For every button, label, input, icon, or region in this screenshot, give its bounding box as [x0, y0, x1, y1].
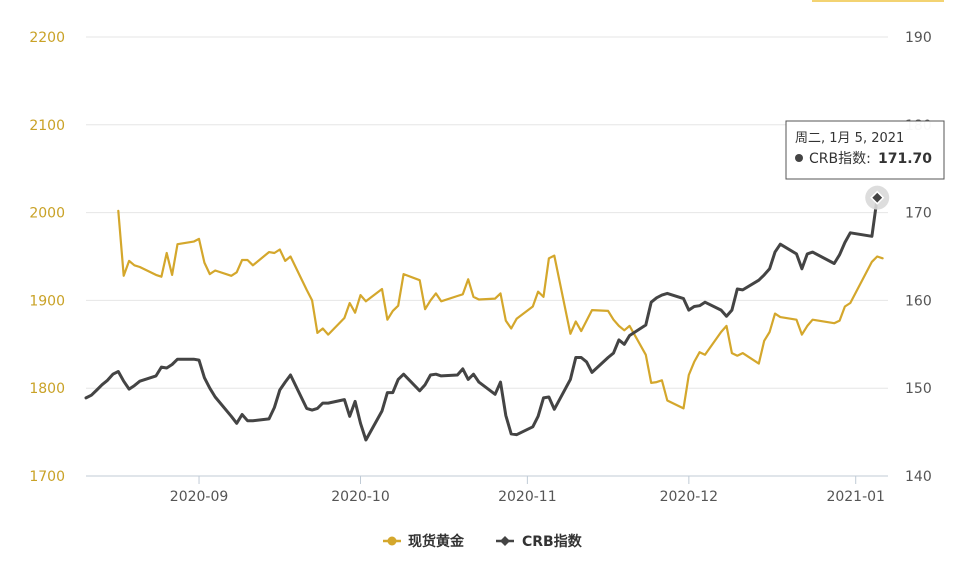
- tooltip-box: [785, 120, 945, 180]
- x-tick-label: 2020-09: [170, 489, 229, 505]
- y-left-tick-label: 1900: [29, 293, 65, 309]
- y-left-tick-label: 1700: [29, 469, 65, 485]
- y-left-tick-label: 2000: [29, 206, 65, 222]
- legend-gold-marker: [387, 536, 397, 546]
- tooltip-series-value: 171.70: [878, 151, 932, 167]
- y-right-tick-label: 190: [905, 30, 932, 46]
- series-line-crb[interactable]: [84, 196, 879, 442]
- top-accent-bar: [812, 0, 944, 2]
- y-left-tick-label: 1800: [29, 381, 65, 397]
- y-right-tick-label: 170: [905, 206, 932, 222]
- tooltip-title: 周二, 1月 5, 2021: [795, 131, 904, 146]
- y-right-tick-label: 150: [905, 381, 932, 397]
- legend: 现货黄金 CRB指数: [383, 533, 583, 550]
- legend-gold-label: 现货黄金: [408, 533, 465, 550]
- y-right-tick-label: 160: [905, 293, 932, 309]
- x-tick-label: 2021-01: [826, 489, 885, 505]
- series-line-gold[interactable]: [117, 209, 884, 410]
- x-tick-label: 2020-12: [660, 489, 719, 505]
- x-tick-label: 2020-10: [331, 489, 390, 505]
- x-tick-label: 2020-11: [498, 489, 557, 505]
- legend-item-crb[interactable]: CRB指数: [496, 533, 583, 550]
- gridlines: [86, 36, 888, 389]
- y-right-tick-label: 140: [905, 469, 932, 485]
- axes: 1700180019002000210022001401501601701801…: [29, 30, 931, 505]
- tooltip-series-label: CRB指数:: [809, 151, 871, 167]
- legend-crb-marker: [500, 536, 510, 546]
- legend-item-gold[interactable]: 现货黄金: [383, 533, 465, 550]
- tooltip-marker-diamond[interactable]: [870, 190, 885, 205]
- y-left-tick-label: 2200: [29, 30, 65, 46]
- tooltip-series-dot: [795, 154, 803, 162]
- tooltip: 周二, 1月 5, 2021 CRB指数: 171.70: [785, 120, 945, 210]
- y-left-tick-label: 2100: [29, 118, 65, 134]
- legend-crb-label: CRB指数: [522, 533, 583, 550]
- series-lines: [84, 196, 884, 442]
